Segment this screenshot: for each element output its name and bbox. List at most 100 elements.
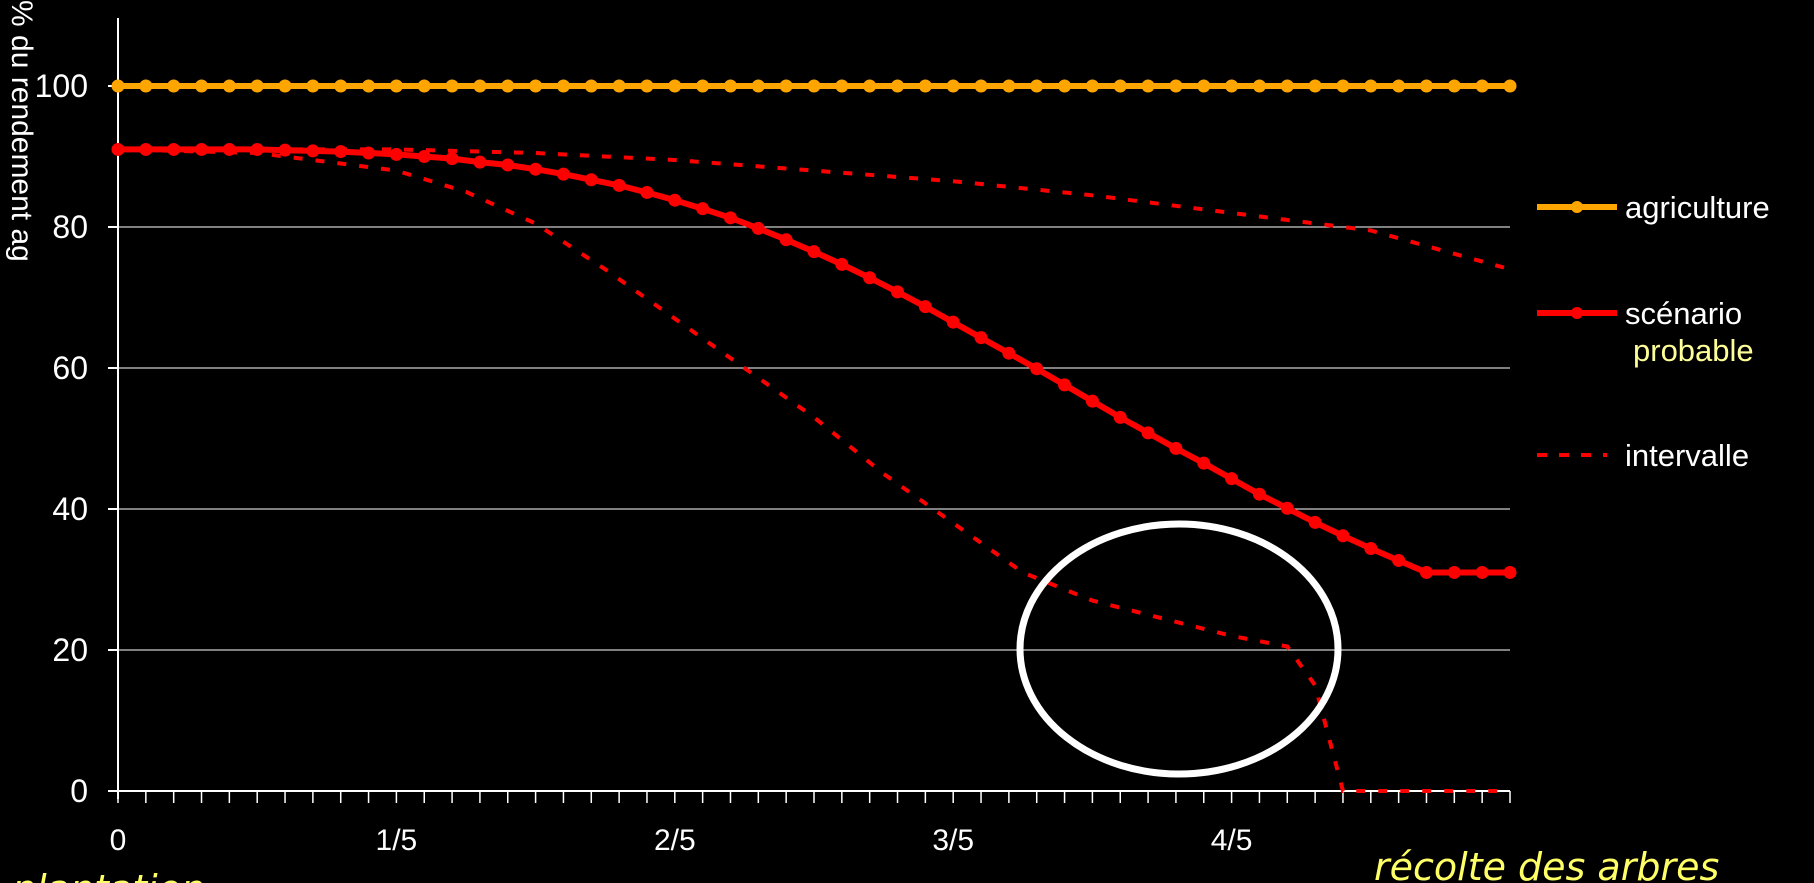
series-layer: [111, 79, 1517, 793]
x-tick-labels: 0 1/5 2/5 3/5 4/5: [110, 824, 1253, 857]
data-point-scénario: [1419, 565, 1433, 579]
data-point-agriculture: [640, 79, 654, 93]
data-point-agriculture: [278, 79, 292, 93]
series-line-intervalle-lower: [117, 147, 1510, 793]
data-point-scénario: [863, 271, 877, 285]
y-tick-label-60: 60: [52, 350, 88, 386]
data-point-agriculture: [918, 79, 932, 93]
x-tick-label-2: 2/5: [654, 824, 696, 857]
data-point-agriculture: [1475, 79, 1489, 93]
data-point-agriculture: [807, 79, 821, 93]
data-point-agriculture: [111, 79, 125, 93]
data-point-agriculture: [584, 79, 598, 93]
data-point-scénario: [584, 173, 598, 187]
data-point-scénario: [1364, 541, 1378, 555]
y-axis-label: % du rendement ag: [5, 0, 38, 262]
highlight-ellipse: [1016, 520, 1342, 778]
data-point-agriculture: [1085, 79, 1099, 93]
data-point-scénario: [139, 142, 153, 156]
data-point-agriculture: [863, 79, 877, 93]
x-tick-label-4: 4/5: [1211, 824, 1253, 857]
data-point-agriculture: [891, 79, 905, 93]
series-agriculture: [111, 79, 1517, 93]
data-point-scénario: [1503, 565, 1517, 579]
data-point-scénario: [445, 152, 459, 166]
data-point-scénario: [334, 145, 348, 159]
data-point-scénario: [779, 233, 793, 247]
legend-label-agriculture: agriculture: [1625, 190, 1770, 225]
data-point-scénario: [835, 257, 849, 271]
data-point-agriculture: [668, 79, 682, 93]
x-end-label: récolte des arbres: [1374, 845, 1719, 883]
data-point-agriculture: [1503, 79, 1517, 93]
data-point-scénario: [1336, 529, 1350, 543]
data-point-agriculture: [946, 79, 960, 93]
legend-label-probable: probable: [1633, 333, 1754, 368]
data-point-scénario: [1002, 346, 1016, 360]
data-point-scénario: [501, 158, 515, 172]
x-start-label: plantation: [11, 867, 205, 883]
data-point-agriculture: [723, 79, 737, 93]
x-tick-label-1: 1/5: [376, 824, 418, 857]
data-point-agriculture: [529, 79, 543, 93]
series-intervalle-lower: [117, 147, 1510, 793]
y-tick-label-20: 20: [52, 632, 88, 668]
data-point-scénario: [1475, 565, 1489, 579]
data-point-agriculture: [1225, 79, 1239, 93]
x-tick-label-3: 3/5: [932, 824, 974, 857]
data-point-agriculture: [1336, 79, 1350, 93]
data-point-scénario: [918, 300, 932, 314]
data-point-scénario: [668, 193, 682, 207]
data-point-scénario: [1447, 565, 1461, 579]
data-point-scénario: [1308, 515, 1322, 529]
y-tick-label-40: 40: [52, 491, 88, 527]
data-point-agriculture: [501, 79, 515, 93]
data-point-scénario: [946, 315, 960, 329]
legend-item-scenario: scénario probable: [1537, 296, 1754, 368]
data-point-scénario: [111, 142, 125, 156]
data-point-scénario: [1085, 394, 1099, 408]
data-point-agriculture: [1252, 79, 1266, 93]
legend-item-intervalle: intervalle: [1537, 438, 1749, 473]
data-point-agriculture: [1169, 79, 1183, 93]
data-point-agriculture: [612, 79, 626, 93]
legend-item-agriculture: agriculture: [1537, 190, 1770, 225]
data-point-agriculture: [389, 79, 403, 93]
data-point-scénario: [250, 142, 264, 156]
data-point-scénario: [473, 155, 487, 169]
data-point-agriculture: [473, 79, 487, 93]
legend-marker-scenario: [1571, 307, 1583, 319]
data-point-scénario: [529, 162, 543, 176]
data-point-scénario: [1113, 410, 1127, 424]
data-point-agriculture: [1364, 79, 1378, 93]
legend-label-intervalle: intervalle: [1625, 438, 1749, 473]
y-tick-label-0: 0: [70, 773, 88, 809]
data-point-scénario: [807, 245, 821, 259]
data-point-agriculture: [751, 79, 765, 93]
data-point-scénario: [195, 142, 209, 156]
data-point-agriculture: [139, 79, 153, 93]
data-point-agriculture: [445, 79, 459, 93]
series-scénario: [111, 142, 1517, 579]
data-point-scénario: [167, 142, 181, 156]
data-point-agriculture: [1113, 79, 1127, 93]
data-point-agriculture: [779, 79, 793, 93]
data-point-scénario: [891, 285, 905, 299]
data-point-agriculture: [362, 79, 376, 93]
data-point-scénario: [1225, 472, 1239, 486]
data-point-scénario: [640, 185, 654, 199]
data-point-agriculture: [1419, 79, 1433, 93]
data-point-agriculture: [835, 79, 849, 93]
data-point-scénario: [723, 211, 737, 225]
data-point-scénario: [556, 167, 570, 181]
data-point-agriculture: [222, 79, 236, 93]
data-point-agriculture: [556, 79, 570, 93]
data-point-agriculture: [195, 79, 209, 93]
y-tick-label-100: 100: [35, 68, 88, 104]
data-point-agriculture: [974, 79, 988, 93]
data-point-scénario: [751, 221, 765, 235]
y-tick-label-80: 80: [52, 209, 88, 245]
data-point-scénario: [612, 178, 626, 192]
